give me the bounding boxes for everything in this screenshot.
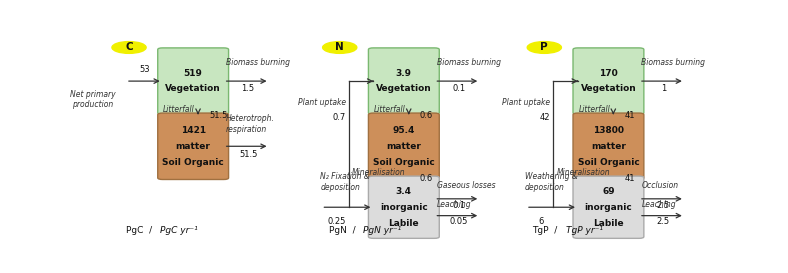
Text: C: C [125, 43, 133, 52]
Text: matter: matter [386, 142, 422, 151]
Text: Litterfall: Litterfall [578, 105, 610, 114]
Circle shape [527, 41, 561, 53]
Text: 170: 170 [599, 69, 618, 78]
FancyBboxPatch shape [573, 48, 644, 114]
Text: Vegetation: Vegetation [165, 84, 221, 93]
Text: Soil Organic: Soil Organic [373, 158, 435, 167]
Text: 51.5: 51.5 [209, 111, 228, 120]
Text: 69: 69 [602, 187, 615, 196]
Text: 0.05: 0.05 [450, 218, 468, 226]
Text: PgC yr⁻¹: PgC yr⁻¹ [159, 225, 197, 235]
Text: 0.6: 0.6 [420, 111, 433, 120]
Text: 1421: 1421 [180, 126, 206, 135]
Text: PgC  /: PgC / [126, 225, 155, 235]
Text: matter: matter [176, 142, 210, 151]
Text: Weathering &
deposition: Weathering & deposition [525, 172, 578, 192]
Circle shape [322, 41, 357, 53]
Text: TgP  /: TgP / [532, 225, 560, 235]
Text: Leaching: Leaching [641, 200, 676, 209]
Text: Mineralisation: Mineralisation [556, 168, 610, 177]
Text: inorganic: inorganic [380, 203, 428, 212]
Text: 0.1: 0.1 [452, 84, 466, 93]
Text: matter: matter [591, 142, 626, 151]
Text: 2.5: 2.5 [657, 218, 670, 226]
Text: Leaching: Leaching [437, 200, 471, 209]
Text: 519: 519 [184, 69, 203, 78]
Text: 3.4: 3.4 [396, 187, 412, 196]
Text: 1.5: 1.5 [242, 84, 255, 93]
Text: Biomass burning: Biomass burning [437, 58, 501, 67]
Text: Litterfall: Litterfall [374, 105, 406, 114]
Text: Vegetation: Vegetation [581, 84, 636, 93]
Text: 41: 41 [624, 174, 635, 183]
FancyBboxPatch shape [369, 48, 439, 114]
FancyBboxPatch shape [573, 113, 644, 179]
Text: 2.5: 2.5 [657, 201, 670, 210]
Text: Litterfall: Litterfall [163, 105, 195, 114]
Text: Labile: Labile [388, 218, 419, 227]
Text: Gaseous losses: Gaseous losses [437, 182, 496, 191]
Text: Soil Organic: Soil Organic [162, 158, 224, 167]
Text: 0.25: 0.25 [328, 218, 346, 226]
Text: TgP yr⁻¹: TgP yr⁻¹ [566, 225, 603, 235]
Text: Vegetation: Vegetation [376, 84, 432, 93]
Text: 1: 1 [661, 84, 666, 93]
Text: 53: 53 [139, 65, 150, 74]
Text: Mineralisation: Mineralisation [352, 168, 406, 177]
Text: 6: 6 [538, 218, 544, 226]
Text: 51.5: 51.5 [239, 150, 258, 159]
Text: Heterotroph.
respiration: Heterotroph. respiration [226, 114, 275, 134]
Text: 41: 41 [624, 111, 635, 120]
Text: 0.1: 0.1 [452, 201, 466, 210]
Text: P: P [541, 43, 548, 52]
Text: Plant uptake: Plant uptake [298, 98, 346, 107]
Text: 95.4: 95.4 [392, 126, 415, 135]
Text: N₂ Fixation &
deposition: N₂ Fixation & deposition [320, 172, 370, 192]
Text: Occlusion: Occlusion [641, 182, 678, 191]
Text: 0.6: 0.6 [420, 174, 433, 183]
Text: Biomass burning: Biomass burning [641, 58, 705, 67]
FancyBboxPatch shape [158, 113, 229, 179]
FancyBboxPatch shape [369, 113, 439, 179]
Text: Labile: Labile [593, 218, 624, 227]
Text: 13800: 13800 [593, 126, 624, 135]
Text: Plant uptake: Plant uptake [502, 98, 550, 107]
FancyBboxPatch shape [158, 48, 229, 114]
Text: 42: 42 [540, 113, 550, 122]
Text: PgN yr⁻¹: PgN yr⁻¹ [363, 225, 401, 235]
Text: 3.9: 3.9 [396, 69, 412, 78]
Text: Soil Organic: Soil Organic [578, 158, 639, 167]
FancyBboxPatch shape [369, 176, 439, 238]
Text: PgN  /: PgN / [329, 225, 359, 235]
Circle shape [112, 41, 146, 53]
Text: N: N [336, 43, 344, 52]
Text: inorganic: inorganic [585, 203, 632, 212]
FancyBboxPatch shape [573, 176, 644, 238]
Text: Net primary
production: Net primary production [69, 90, 115, 109]
Text: 0.7: 0.7 [333, 113, 346, 122]
Text: Biomass burning: Biomass burning [226, 58, 290, 67]
